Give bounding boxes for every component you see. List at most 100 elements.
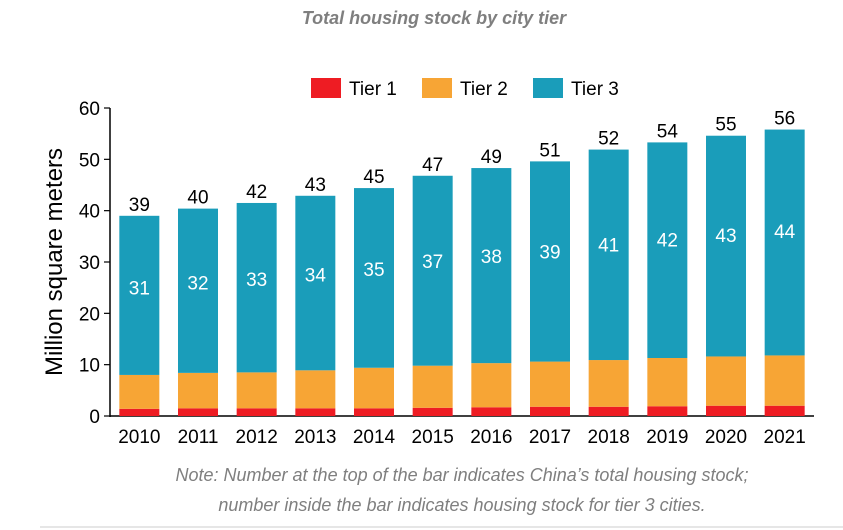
- bar-segment-tier-2: [354, 367, 394, 409]
- bar-segment-tier-1: [412, 407, 453, 416]
- bar-segment-tier-2: [706, 356, 746, 406]
- bar-segment-tier-3: [178, 208, 218, 373]
- x-tick-label: 2019: [646, 427, 688, 448]
- legend: Tier 1 Tier 2 Tier 3: [311, 78, 619, 100]
- tier-3-value-label: 33: [246, 270, 267, 291]
- bar-group: 37 47: [412, 155, 453, 416]
- tier-3-value-label: 42: [657, 230, 678, 251]
- bar-segment-tier-1: [119, 408, 160, 416]
- bar-segment-tier-3: [236, 202, 277, 373]
- note-line-1: Note: Number at the top of the bar indic…: [176, 465, 749, 485]
- tier-3-value-label: 37: [422, 252, 443, 273]
- bar-segment-tier-3: [471, 168, 512, 364]
- x-tick-label: 2011: [178, 427, 219, 448]
- x-tick-label: 2021: [764, 427, 806, 448]
- tier-3-value-label: 41: [598, 235, 619, 256]
- chart-title: Total housing stock by city tier: [302, 8, 567, 28]
- bar-segment-tier-3: [647, 142, 688, 358]
- x-ticks: 2010 2011 2012 2013 2014 2015 2016 2017 2018 2019…: [118, 427, 806, 448]
- y-tick-label: 30: [79, 253, 100, 274]
- y-tick-label: 20: [79, 304, 100, 325]
- legend-label: Tier 3: [571, 79, 619, 100]
- y-tick-label: 10: [79, 356, 100, 377]
- bar-segment-tier-3: [119, 215, 160, 375]
- bar-segment-tier-2: [647, 357, 688, 407]
- total-value-label: 45: [363, 167, 384, 188]
- y-tick-label: 0: [89, 407, 100, 428]
- bar-segment-tier-1: [588, 406, 629, 416]
- bar-segment-tier-3: [588, 149, 629, 361]
- total-value-label: 47: [422, 155, 443, 176]
- tier-3-value-label: 38: [481, 247, 502, 268]
- x-tick-label: 2010: [118, 427, 160, 448]
- tier-3-value-label: 34: [305, 265, 327, 286]
- tier-3-value-label: 32: [187, 274, 208, 295]
- bar-group: 41 52: [588, 129, 629, 416]
- y-tick-label: 60: [79, 99, 100, 120]
- legend-swatch: [533, 78, 563, 98]
- bar-segment-tier-2: [764, 355, 805, 406]
- note-line-2: number inside the bar indicates housing …: [218, 495, 705, 515]
- bar-segment-tier-2: [588, 360, 629, 407]
- y-tick-label: 40: [79, 202, 100, 223]
- bar-group: 32 40: [178, 188, 218, 416]
- tier-3-value-label: 44: [774, 222, 796, 243]
- bar-group: 39 51: [530, 140, 570, 416]
- total-value-label: 56: [774, 109, 795, 130]
- total-value-label: 52: [598, 129, 619, 150]
- x-tick-label: 2018: [588, 427, 630, 448]
- bar-group: 33 42: [236, 182, 277, 416]
- bar-segment-tier-2: [178, 372, 218, 409]
- bar-segment-tier-1: [178, 408, 218, 416]
- bar-group: 44 56: [764, 109, 805, 416]
- total-value-label: 49: [481, 147, 502, 168]
- total-value-label: 43: [305, 175, 326, 196]
- bar-segment-tier-3: [706, 135, 746, 357]
- bar-segment-tier-1: [530, 406, 570, 416]
- bar-segment-tier-2: [471, 363, 512, 408]
- tier-3-value-label: 39: [539, 242, 560, 263]
- bar-segment-tier-2: [236, 372, 277, 409]
- bar-segment-tier-3: [412, 175, 453, 366]
- bar-segment-tier-3: [764, 129, 805, 356]
- bar-segment-tier-1: [764, 405, 805, 416]
- total-value-label: 42: [246, 182, 267, 203]
- x-tick-label: 2017: [529, 427, 571, 448]
- bar-segment-tier-1: [706, 405, 746, 416]
- y-ticks: 0 10 20 30 40 50 60: [79, 99, 110, 428]
- y-tick-label: 50: [79, 150, 100, 171]
- tier-3-value-label: 31: [129, 278, 150, 299]
- legend-label: Tier 2: [460, 79, 508, 100]
- y-axis-label: Million square meters: [41, 148, 68, 376]
- bar-group: 43 55: [706, 115, 746, 416]
- x-tick-label: 2014: [353, 427, 396, 448]
- tier-3-value-label: 43: [715, 226, 736, 247]
- x-tick-label: 2016: [470, 427, 512, 448]
- bars: 31 39 32 40 33 42 34 43 35 45 37 47 38 49 39 51 41 52 42 54…: [119, 109, 805, 416]
- x-tick-label: 2013: [294, 427, 336, 448]
- tier-3-value-label: 35: [363, 260, 384, 281]
- x-tick-label: 2020: [705, 427, 747, 448]
- bar-segment-tier-1: [295, 408, 336, 416]
- x-tick-label: 2015: [412, 427, 454, 448]
- legend-swatch: [311, 78, 341, 98]
- bar-segment-tier-3: [295, 195, 336, 371]
- bar-group: 42 54: [647, 121, 688, 416]
- bar-group: 31 39: [119, 195, 160, 416]
- bar-segment-tier-2: [412, 365, 453, 408]
- bar-group: 38 49: [471, 147, 512, 416]
- bar-segment-tier-2: [530, 361, 570, 407]
- bar-segment-tier-1: [471, 407, 512, 416]
- bar-segment-tier-2: [295, 370, 336, 409]
- total-value-label: 40: [187, 188, 208, 209]
- total-value-label: 54: [657, 121, 679, 142]
- total-value-label: 39: [129, 195, 150, 216]
- bar-segment-tier-1: [354, 408, 394, 416]
- legend-label: Tier 1: [349, 79, 397, 100]
- bar-group: 35 45: [354, 167, 394, 416]
- total-value-label: 55: [715, 115, 736, 136]
- bar-segment-tier-2: [119, 374, 160, 409]
- bar-segment-tier-1: [236, 408, 277, 416]
- legend-swatch: [422, 78, 452, 98]
